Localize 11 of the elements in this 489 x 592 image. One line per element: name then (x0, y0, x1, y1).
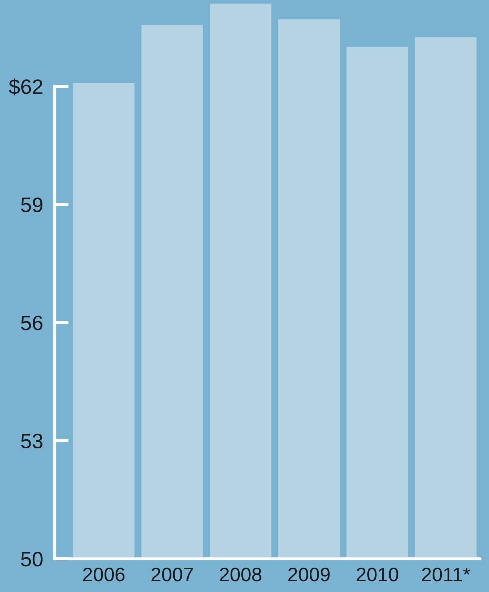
x-tick-label: 2006 (83, 568, 125, 582)
x-tick-label: 2010 (356, 568, 398, 582)
y-tick-label: 56 (21, 316, 43, 331)
x-tick-label: 2007 (152, 568, 194, 582)
x-tick-label: 2008 (220, 568, 262, 582)
y-tick-label: 53 (21, 434, 43, 449)
y-tick-label: $62 (9, 78, 43, 96)
x-tick-label: 2009 (288, 568, 330, 582)
y-tick-label: 59 (21, 198, 43, 212)
y-tick-label: 50 (21, 552, 43, 567)
x-tick-label: 2011* (422, 568, 470, 582)
